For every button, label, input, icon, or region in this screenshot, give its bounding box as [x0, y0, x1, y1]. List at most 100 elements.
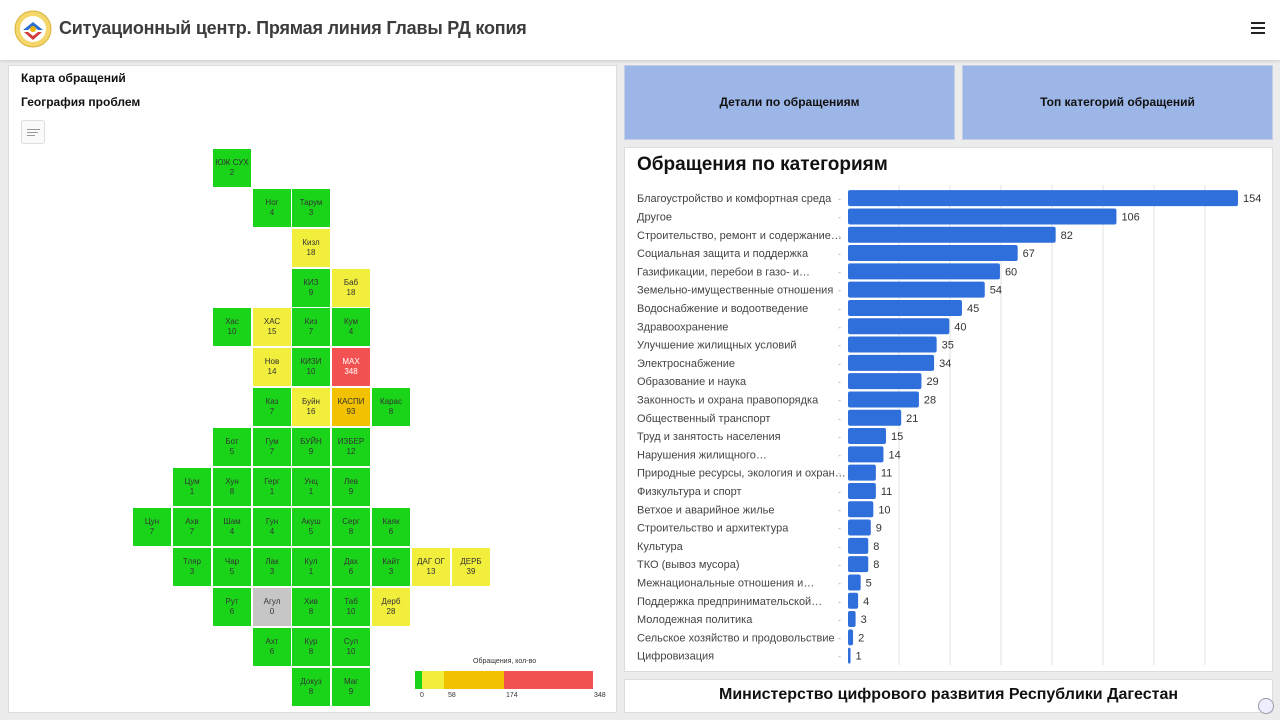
category-bar[interactable]: [848, 574, 861, 591]
category-bar[interactable]: [848, 537, 869, 554]
category-bar[interactable]: [848, 245, 1018, 262]
axis-tick: -: [838, 560, 841, 570]
district-tile[interactable]: Ахт 6: [253, 628, 291, 666]
district-value: 3: [308, 208, 314, 217]
district-tile[interactable]: Докуз 8: [292, 668, 330, 706]
district-tile[interactable]: КИЗИ 10: [292, 348, 330, 386]
district-tile[interactable]: Унц 1: [292, 468, 330, 506]
category-bar[interactable]: [848, 336, 937, 353]
district-tile[interactable]: ДЕРБ 39: [452, 548, 490, 586]
district-tile[interactable]: Баб 18: [332, 269, 370, 307]
category-label: Ветхое и аварийное жилье: [637, 504, 775, 516]
district-tile[interactable]: Тляр 3: [173, 548, 211, 586]
category-bar[interactable]: [848, 519, 871, 536]
district-tile[interactable]: ДАГ ОГ 13: [412, 548, 450, 586]
district-tile[interactable]: Нов 14: [253, 348, 291, 386]
district-tile[interactable]: Лев 9: [332, 468, 370, 506]
category-bar[interactable]: [848, 647, 851, 664]
category-bar[interactable]: [848, 354, 935, 371]
district-tile[interactable]: Каяк 6: [372, 508, 410, 546]
district-tile[interactable]: Каз 7: [253, 388, 291, 426]
district-tile[interactable]: Гун 4: [253, 508, 291, 546]
axis-tick: -: [838, 414, 841, 424]
district-tile[interactable]: Маг 9: [332, 668, 370, 706]
district-tile[interactable]: Кур 8: [292, 628, 330, 666]
district-value: 6: [229, 607, 235, 616]
district-tile[interactable]: Чар 5: [213, 548, 251, 586]
district-tile[interactable]: Буйн 16: [292, 388, 330, 426]
district-tile[interactable]: ЮЖ СУХ 2: [213, 149, 251, 187]
district-tile[interactable]: Сул 10: [332, 628, 370, 666]
district-label: КИЗ: [303, 278, 319, 287]
category-bar[interactable]: [848, 190, 1238, 207]
axis-tick: -: [838, 615, 841, 625]
legend-toggle-icon[interactable]: [21, 120, 45, 144]
district-tile[interactable]: Бот 5: [213, 428, 251, 466]
axis-tick: -: [838, 578, 841, 588]
district-tile[interactable]: Киз 7: [292, 308, 330, 346]
district-tile[interactable]: Кизл 18: [292, 229, 330, 267]
category-label: Культура: [637, 541, 684, 553]
district-tile[interactable]: Лак 3: [253, 548, 291, 586]
district-tile[interactable]: Акуш 5: [292, 508, 330, 546]
district-tile[interactable]: Дах 6: [332, 548, 370, 586]
district-tile[interactable]: БУЙН 9: [292, 428, 330, 466]
district-tile[interactable]: Хас 10: [213, 308, 251, 346]
category-bar[interactable]: [848, 428, 886, 445]
district-tile[interactable]: Рут 6: [213, 588, 251, 626]
category-bar[interactable]: [848, 391, 919, 408]
district-tile[interactable]: ХАС 15: [253, 308, 291, 346]
category-bar[interactable]: [848, 464, 876, 481]
district-tile[interactable]: Дерб 28: [372, 588, 410, 626]
category-bar[interactable]: [848, 501, 874, 518]
axis-tick: -: [838, 450, 841, 460]
district-tile[interactable]: ИЗБЕР 12: [332, 428, 370, 466]
category-bar[interactable]: [848, 592, 859, 609]
district-tile[interactable]: Агул 0: [253, 588, 291, 626]
district-tile[interactable]: Карас 8: [372, 388, 410, 426]
help-icon[interactable]: [1258, 698, 1274, 714]
category-bar[interactable]: [848, 281, 985, 298]
district-tile[interactable]: Серг 8: [332, 508, 370, 546]
category-bar[interactable]: [848, 446, 884, 463]
district-tile[interactable]: КИЗ 9: [292, 269, 330, 307]
map-panel: Карта обращений География проблем ЮЖ СУХ…: [8, 65, 617, 713]
district-tile[interactable]: Тарум 3: [292, 189, 330, 227]
category-bar[interactable]: [848, 318, 950, 335]
category-label: Здравоохранение: [637, 321, 728, 333]
top-categories-button[interactable]: Топ категорий обращений: [962, 65, 1273, 140]
district-tile[interactable]: Кайт 3: [372, 548, 410, 586]
bar-value-label: 106: [1121, 211, 1139, 223]
bar-value-label: 28: [924, 394, 936, 406]
district-tile[interactable]: Хив 8: [292, 588, 330, 626]
district-tile[interactable]: КАСПИ 93: [332, 388, 370, 426]
district-tile[interactable]: МАХ 348: [332, 348, 370, 386]
category-bar[interactable]: [848, 611, 856, 628]
category-label: ТКО (вывоз мусора): [637, 559, 740, 571]
district-value: 9: [348, 687, 354, 696]
category-bar[interactable]: [848, 373, 922, 390]
district-tile[interactable]: Цун 7: [133, 508, 171, 546]
district-tile[interactable]: Хун 8: [213, 468, 251, 506]
district-tile[interactable]: Цум 1: [173, 468, 211, 506]
district-tile[interactable]: Ахв 7: [173, 508, 211, 546]
district-tile[interactable]: Кул 1: [292, 548, 330, 586]
category-bar[interactable]: [848, 482, 876, 499]
district-tile[interactable]: Герг 1: [253, 468, 291, 506]
district-tile[interactable]: Гум 7: [253, 428, 291, 466]
district-tile[interactable]: Таб 10: [332, 588, 370, 626]
district-tile[interactable]: Шам 4: [213, 508, 251, 546]
district-tile[interactable]: Ног 4: [253, 189, 291, 227]
category-bar[interactable]: [848, 629, 854, 646]
district-label: Гум: [265, 437, 279, 446]
category-bar[interactable]: [848, 409, 902, 426]
district-label: Чар: [224, 557, 240, 566]
menu-icon[interactable]: [1248, 22, 1268, 38]
category-bar[interactable]: [848, 226, 1056, 243]
district-tile[interactable]: Кум 4: [332, 308, 370, 346]
category-bar[interactable]: [848, 208, 1117, 225]
category-bar[interactable]: [848, 556, 869, 573]
details-button[interactable]: Детали по обращениям: [624, 65, 955, 140]
category-bar[interactable]: [848, 299, 962, 316]
category-bar[interactable]: [848, 263, 1000, 280]
